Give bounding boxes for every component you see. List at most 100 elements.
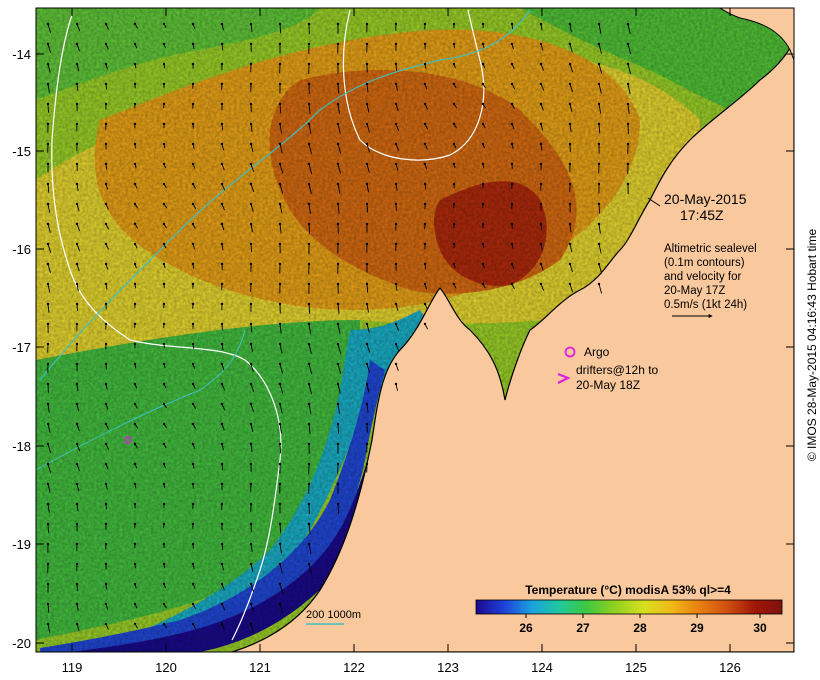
velocity-arrow: [452, 162, 456, 169]
velocity-arrow: [249, 302, 253, 312]
velocity-arrow: [423, 122, 429, 130]
velocity-arrow: [336, 22, 340, 34]
velocity-arrow: [307, 442, 311, 454]
velocity-arrow: [104, 602, 109, 610]
velocity-arrow: [597, 202, 601, 214]
velocity-arrow: [365, 62, 369, 73]
velocity-arrow: [394, 222, 398, 231]
velocity-arrow: [626, 182, 630, 195]
velocity-arrow: [220, 82, 224, 91]
velocity-arrow: [46, 302, 50, 313]
velocity-arrow: [510, 42, 514, 50]
velocity-arrow: [75, 462, 80, 472]
lon-tick-label: 124: [531, 660, 553, 675]
velocity-arrow: [568, 222, 572, 233]
velocity-arrow: [46, 562, 50, 573]
velocity-arrow: [307, 402, 312, 415]
velocity-arrow: [278, 402, 283, 414]
velocity-arrow: [568, 122, 572, 133]
velocity-arrow: [481, 102, 487, 109]
velocity-arrow: [307, 362, 313, 375]
velocity-arrow: [539, 82, 545, 91]
velocity-arrow: [75, 562, 79, 572]
velocity-arrow: [249, 62, 253, 72]
velocity-arrow: [104, 582, 108, 590]
velocity-arrow: [568, 282, 574, 293]
velocity-arrow: [568, 102, 573, 113]
colorbar-ticks: 26 27 28 29 30: [519, 614, 767, 635]
velocity-arrow: [46, 102, 50, 113]
velocity-arrow: [46, 522, 50, 533]
velocity-arrow: [336, 382, 341, 394]
velocity-arrow: [133, 402, 138, 409]
velocity-arrow: [162, 242, 167, 249]
velocity-arrow: [452, 222, 456, 229]
velocity-arrow: [423, 262, 427, 270]
velocity-arrow: [307, 542, 312, 555]
velocity-arrow: [481, 62, 486, 69]
velocity-arrow: [46, 422, 51, 433]
velocity-arrow: [510, 62, 515, 70]
copyright-credit: © IMOS 28-May-2015 04:16:43 Hobart time: [805, 228, 819, 462]
velocity-arrow: [191, 42, 195, 49]
velocity-arrow: [278, 142, 283, 154]
velocity-arrow: [394, 42, 398, 51]
velocity-arrow: [568, 202, 572, 213]
velocity-arrow: [191, 62, 195, 69]
velocity-arrow: [423, 102, 428, 110]
velocity-arrow: [597, 162, 601, 174]
altimetry-legend-line1: Altimetric sealevel: [664, 243, 757, 255]
velocity-arrow: [568, 182, 572, 193]
velocity-arrow: [75, 442, 81, 452]
velocity-arrow: [394, 22, 398, 31]
velocity-arrow: [249, 522, 253, 532]
velocity-arrow: [162, 262, 166, 269]
velocity-arrow: [626, 22, 631, 35]
velocity-arrow: [307, 22, 311, 34]
lon-tick-label: 123: [437, 660, 459, 675]
velocity-arrow: [336, 182, 341, 194]
velocity-arrow: [75, 62, 80, 72]
time-label-date: 20-May-2015: [664, 191, 747, 207]
velocity-arrow: [336, 162, 341, 174]
velocity-arrow: [365, 442, 369, 453]
velocity-arrow: [46, 582, 50, 593]
velocity-arrow: [104, 142, 108, 150]
velocity-arrow: [278, 262, 282, 274]
velocity-arrow: [133, 562, 137, 569]
velocity-arrow: [278, 382, 284, 394]
velocity-arrow: [220, 62, 224, 71]
velocity-arrow: [75, 142, 79, 152]
velocity-arrow: [307, 482, 311, 494]
velocity-arrow: [220, 622, 225, 631]
velocity-arrow: [336, 322, 341, 334]
velocity-arrow: [626, 122, 630, 135]
velocity-arrow: [307, 422, 311, 435]
velocity-arrow: [481, 182, 485, 189]
velocity-arrow: [278, 462, 282, 474]
velocity-arrow: [75, 582, 79, 592]
velocity-arrow: [539, 222, 543, 231]
bathymetry-legend-label: 200 1000m: [306, 609, 361, 621]
velocity-arrow: [307, 182, 312, 195]
velocity-arrow: [104, 302, 108, 310]
velocity-arrow: [365, 22, 369, 33]
velocity-arrow: [249, 22, 253, 32]
velocity-arrow: [75, 302, 79, 312]
velocity-arrow: [365, 362, 370, 373]
velocity-arrow: [510, 102, 515, 110]
velocity-arrow: [75, 242, 81, 252]
velocity-arrow: [104, 502, 108, 510]
lat-tick-label: -14: [12, 47, 31, 62]
velocity-arrow: [191, 202, 197, 209]
velocity-arrow: [133, 582, 137, 589]
velocity-arrow: [220, 282, 224, 291]
velocity-arrow: [365, 42, 369, 53]
velocity-arrow: [220, 182, 226, 191]
velocity-arrow: [162, 362, 166, 369]
velocity-arrow: [249, 42, 253, 52]
velocity-arrow: [539, 142, 543, 151]
velocity-arrow: [365, 162, 370, 173]
velocity-arrow: [46, 222, 51, 233]
